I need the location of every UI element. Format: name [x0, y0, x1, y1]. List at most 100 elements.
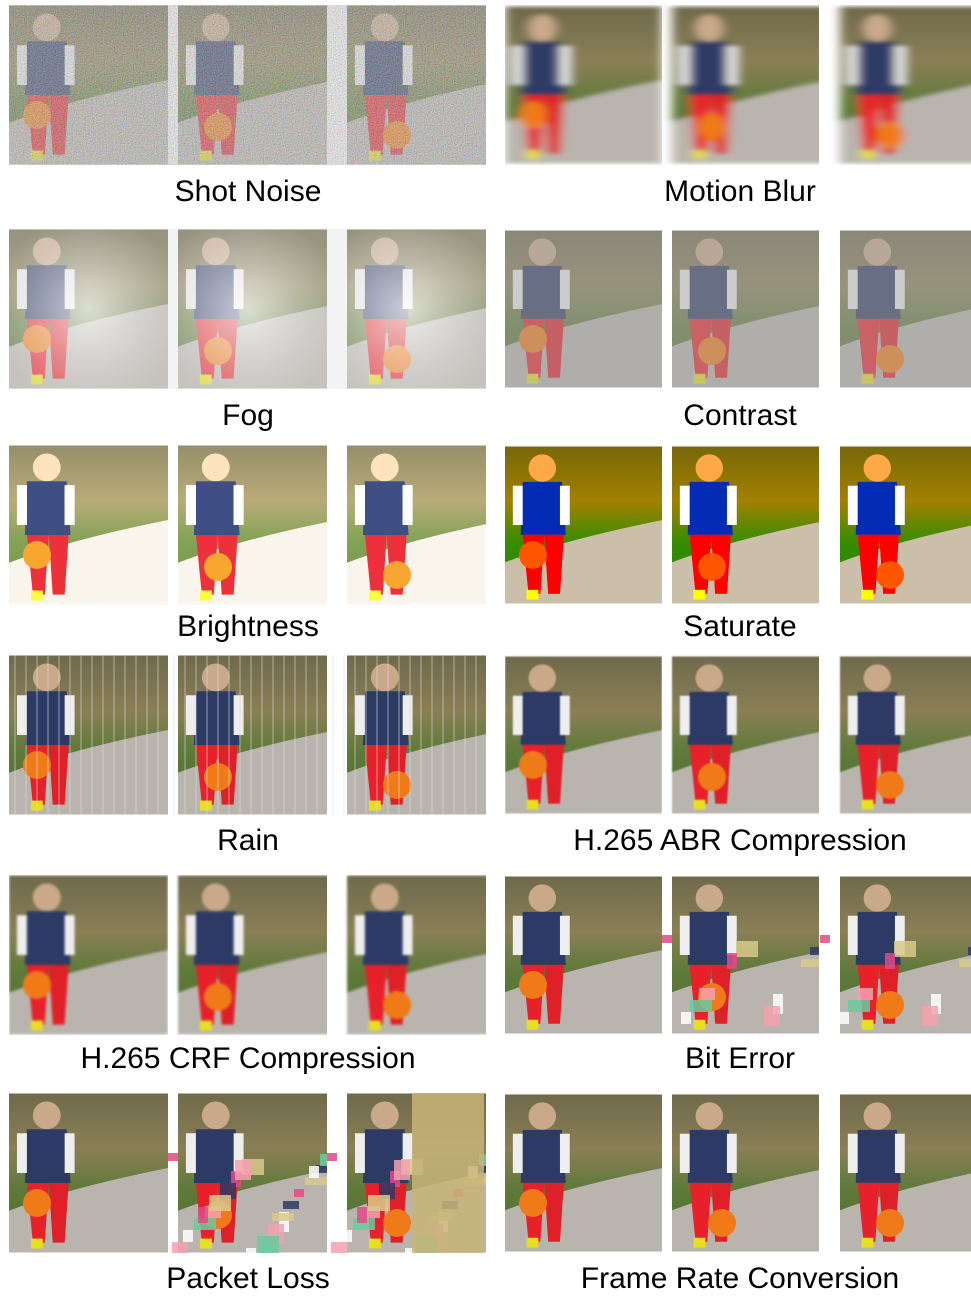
noise-overlay [327, 5, 486, 165]
video-frame [505, 447, 662, 604]
panel-caption: H.265 ABR Compression [573, 824, 907, 857]
video-frame [347, 876, 506, 1035]
video-frame [840, 447, 971, 604]
panel-caption: Fog [222, 399, 274, 432]
artifact-block [235, 1160, 251, 1180]
scene [178, 876, 337, 1035]
video-frame [9, 5, 168, 165]
ball [708, 1209, 736, 1237]
frame-scene [672, 7, 829, 164]
video-frame [505, 231, 662, 388]
video-frame [505, 657, 662, 814]
scene [505, 877, 662, 1034]
frame-scene [840, 447, 971, 604]
frame-scene [9, 876, 168, 1035]
ball [876, 991, 904, 1019]
panel: Packet Loss [9, 1093, 506, 1295]
video-frame [820, 877, 971, 1034]
panel-caption: Contrast [683, 399, 797, 432]
panel-caption: Packet Loss [166, 1262, 329, 1295]
artifact-block [172, 1242, 188, 1254]
video-frame [505, 1095, 662, 1252]
ball [876, 561, 904, 589]
video-frame [9, 229, 168, 389]
scene [672, 447, 829, 604]
scene [840, 231, 971, 388]
ball [698, 763, 726, 791]
frame-scene [840, 7, 971, 164]
scene [840, 1095, 971, 1252]
scene [505, 7, 662, 164]
scene [505, 1095, 662, 1252]
frame-scene [505, 1095, 662, 1252]
video-frame [327, 5, 506, 165]
artifact-block [394, 1160, 410, 1180]
video-frame [672, 657, 829, 814]
artifact-block [183, 1230, 193, 1242]
scene [840, 657, 971, 814]
panel-caption: Shot Noise [175, 175, 322, 208]
scene [9, 656, 168, 815]
ball [698, 337, 726, 365]
video-frame [347, 446, 506, 605]
panel: Bit Error [505, 877, 971, 1075]
video-frame [662, 877, 829, 1034]
video-frame [505, 7, 662, 164]
artifact-block [305, 1177, 327, 1185]
scene [9, 446, 168, 605]
artifact-block [699, 988, 715, 1000]
frame-scene [9, 446, 168, 605]
video-frame [178, 446, 337, 605]
panel-caption: Rain [217, 824, 279, 857]
frame-scene [672, 231, 829, 388]
artifact-block [331, 1242, 347, 1254]
scene [840, 447, 971, 604]
scene [840, 7, 971, 164]
artifact-block [681, 1012, 691, 1024]
frame-scene [347, 876, 506, 1035]
artifact-block [272, 1213, 294, 1221]
scene [505, 231, 662, 388]
artifact-block [168, 1153, 178, 1161]
panel: Contrast [505, 231, 971, 432]
ball [383, 991, 411, 1019]
figure: Shot NoiseMotion BlurFogContrastBrightne… [0, 0, 971, 1297]
frame-scene [840, 1095, 971, 1252]
scene [672, 657, 829, 814]
artifact-block [736, 941, 758, 957]
frame-scene [672, 1095, 829, 1252]
video-frame [840, 657, 971, 814]
panel-caption: H.265 CRF Compression [80, 1042, 415, 1075]
scene [672, 231, 829, 388]
artifact-block [690, 1000, 712, 1012]
artifact-block [727, 953, 737, 969]
scene [505, 657, 662, 814]
frame-scene [9, 656, 168, 815]
panel: Fog [9, 229, 506, 432]
frame-scene [9, 1094, 168, 1253]
video-frame [9, 446, 168, 605]
artifact-block [309, 1166, 319, 1178]
artifact-block [894, 941, 916, 957]
video-frame [840, 1095, 971, 1252]
ball [383, 1209, 411, 1237]
artifact-block [857, 988, 873, 1000]
video-frame [672, 447, 829, 604]
panel: H.265 ABR Compression [505, 657, 971, 857]
scene [9, 876, 168, 1035]
noise-overlay [168, 5, 327, 165]
panel: Rain [9, 655, 506, 857]
frame-scene [672, 657, 829, 814]
video-frame [327, 1093, 506, 1268]
video-frame [168, 1094, 342, 1269]
panel: Frame Rate Conversion [505, 1095, 971, 1295]
frame-scene [505, 657, 662, 814]
video-frame [168, 5, 337, 165]
frame-scene [840, 231, 971, 388]
frame-scene [178, 876, 337, 1035]
ball [23, 541, 51, 569]
panel: Saturate [505, 447, 971, 643]
artifact-block [764, 1006, 780, 1026]
video-frame [168, 229, 337, 389]
